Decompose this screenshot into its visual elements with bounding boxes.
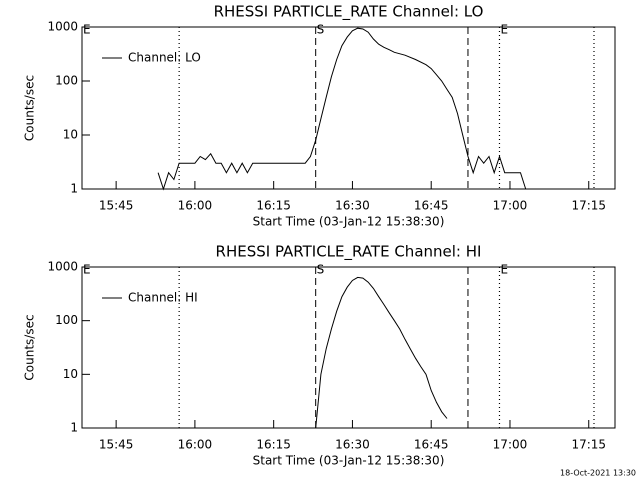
legend-entry: Channel: HI	[128, 291, 198, 305]
x-tick-label: 16:00	[178, 199, 213, 213]
x-tick-label: 17:00	[493, 199, 528, 213]
marker-label: E	[500, 263, 508, 277]
plot-frame	[81, 26, 616, 190]
marker-label: E	[83, 263, 91, 277]
x-axis-label: Start Time (03-Jan-12 15:38:30)	[253, 215, 445, 229]
marker-label: S	[317, 263, 325, 277]
x-tick-label: 16:30	[335, 199, 370, 213]
x-tick-label: 17:15	[571, 438, 606, 452]
x-tick-label: 16:45	[414, 199, 449, 213]
marker-label: E	[500, 23, 508, 37]
chart-title: RHESSI PARTICLE_RATE Channel: LO	[214, 3, 484, 22]
x-tick-label: 16:15	[256, 199, 291, 213]
x-tick-label: 17:15	[571, 199, 606, 213]
x-axis-label: Start Time (03-Jan-12 15:38:30)	[253, 454, 445, 468]
y-axis-label: Counts/sec	[23, 314, 37, 380]
y-tick-label: 1000	[47, 20, 78, 34]
y-axis-label: Counts/sec	[23, 75, 37, 141]
y-tick-label: 100	[55, 313, 78, 327]
plot-frame	[81, 266, 616, 429]
x-tick-label: 16:15	[256, 438, 291, 452]
chart-title: RHESSI PARTICLE_RATE Channel: HI	[216, 243, 482, 262]
y-tick-label: 1000	[47, 260, 78, 274]
x-tick-label: 17:00	[493, 438, 528, 452]
legend-entry: Channel: LO	[128, 51, 201, 65]
footer: 18-Oct-2021 13:30	[560, 469, 636, 478]
y-tick-label: 10	[63, 367, 78, 381]
data-line	[315, 276, 448, 429]
marker-label: S	[317, 23, 325, 37]
x-tick-label: 16:30	[335, 438, 370, 452]
y-tick-label: 10	[63, 128, 78, 142]
x-tick-label: 15:45	[99, 199, 134, 213]
data-line	[157, 27, 527, 191]
marker-label: E	[83, 23, 91, 37]
x-tick-label: 16:00	[178, 438, 213, 452]
y-tick-label: 1	[70, 182, 78, 196]
x-tick-label: 16:45	[414, 438, 449, 452]
y-tick-label: 100	[55, 74, 78, 88]
y-tick-label: 1	[70, 421, 78, 435]
x-tick-label: 15:45	[99, 438, 134, 452]
